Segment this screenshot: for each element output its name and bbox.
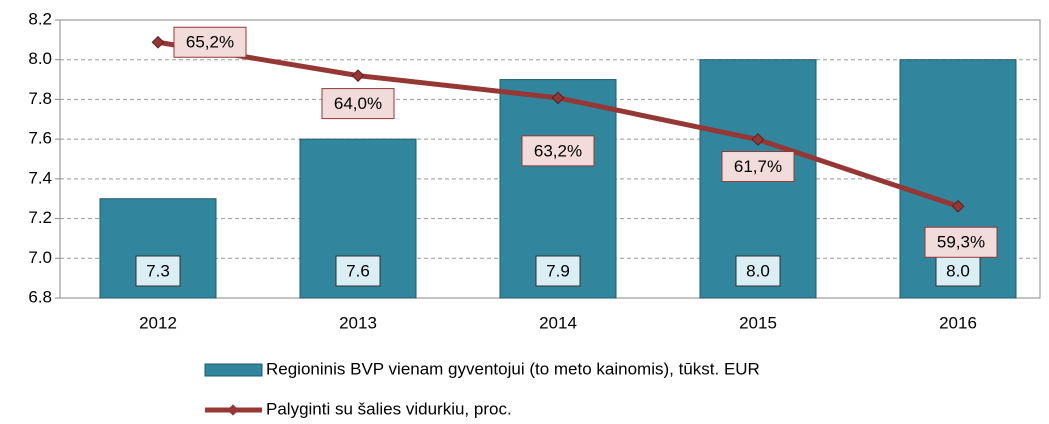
line-value-label: 61,7% bbox=[734, 157, 782, 176]
legend-swatch bbox=[204, 363, 263, 377]
line-value-label-box bbox=[173, 26, 247, 58]
y-tick-label: 7.2 bbox=[28, 208, 52, 227]
legend-label: Palyginti su šalies vidurkiu, proc. bbox=[266, 399, 512, 418]
bar-value-label: 8.0 bbox=[946, 261, 970, 280]
line-value-label: 65,2% bbox=[186, 33, 234, 52]
bar-value-label-box bbox=[735, 255, 781, 287]
line-value-label-box bbox=[721, 151, 795, 183]
bar-value-label-box bbox=[535, 255, 581, 287]
line-marker bbox=[951, 199, 965, 213]
line-value-label: 59,3% bbox=[937, 233, 985, 252]
bar-value-label-box bbox=[335, 255, 381, 287]
line-value-label: 63,2% bbox=[534, 141, 582, 160]
line-marker bbox=[151, 35, 165, 49]
y-tick-label: 8.2 bbox=[28, 9, 52, 28]
bar-value-label-box bbox=[135, 255, 181, 287]
legend-marker bbox=[227, 404, 239, 416]
x-tick-label: 2014 bbox=[539, 313, 577, 332]
line-marker bbox=[751, 133, 765, 146]
x-tick-label: 2016 bbox=[939, 313, 977, 332]
bar-value-label: 7.3 bbox=[146, 261, 170, 280]
line-value-label-box bbox=[521, 135, 595, 167]
y-tick-label: 6.8 bbox=[28, 287, 52, 306]
y-tick-label: 7.0 bbox=[28, 248, 52, 267]
y-tick-label: 7.4 bbox=[28, 168, 52, 187]
x-tick-label: 2012 bbox=[139, 313, 177, 332]
line-marker bbox=[351, 69, 365, 82]
x-tick-label: 2013 bbox=[339, 313, 377, 332]
line-marker bbox=[551, 91, 565, 105]
bar-value-label: 7.9 bbox=[546, 261, 570, 280]
y-tick-label: 7.6 bbox=[28, 129, 52, 148]
bar-value-label: 7.6 bbox=[346, 261, 370, 280]
x-tick-label: 2015 bbox=[739, 313, 777, 332]
bar-value-label: 8.0 bbox=[746, 261, 770, 280]
line-value-label-box bbox=[321, 88, 395, 120]
y-tick-label: 8.0 bbox=[28, 49, 52, 68]
legend-label: Regioninis BVP vienam gyventojui (to met… bbox=[266, 359, 760, 378]
line-value-label-box bbox=[924, 226, 998, 258]
line-value-label: 64,0% bbox=[334, 94, 382, 113]
y-tick-label: 7.8 bbox=[28, 89, 52, 108]
